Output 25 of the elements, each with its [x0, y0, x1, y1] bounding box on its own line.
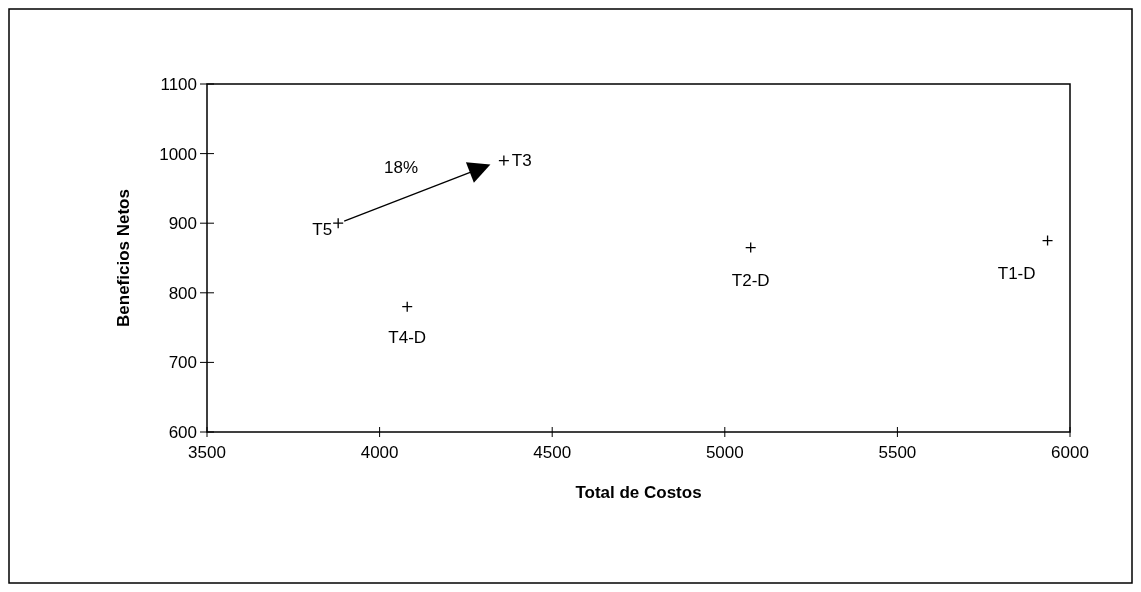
- point: [745, 241, 757, 254]
- x-tick-label: 3500: [188, 443, 226, 462]
- point: [401, 301, 413, 313]
- point: [498, 154, 510, 167]
- x-axis-title: Total de Costos: [575, 483, 702, 502]
- series-label: T2-D: [731, 270, 770, 290]
- x-tick-label: 6000: [1051, 443, 1089, 462]
- x-tick-label: 4500: [533, 443, 572, 462]
- x-tick-label: 4000: [360, 443, 399, 462]
- y-tick-label: 800: [168, 283, 197, 303]
- point: [1041, 234, 1054, 247]
- y-tick-label: 700: [168, 353, 197, 373]
- y-axis-title: Beneficios Netos: [114, 189, 133, 327]
- y-tick-label: 1100: [160, 75, 197, 94]
- series-label: T5: [312, 220, 333, 240]
- point: [332, 217, 344, 229]
- x-tick-label: 5500: [878, 443, 917, 462]
- y-tick-label: 1000: [159, 144, 197, 164]
- y-tick-label: 900: [168, 214, 197, 234]
- series-label: T1-D: [997, 263, 1036, 283]
- y-tick-label: 600: [168, 423, 197, 442]
- x-tick-label: 5000: [705, 443, 744, 462]
- annotation: 18%: [384, 158, 419, 178]
- series-label: T4-D: [388, 327, 427, 347]
- series-label: T3: [511, 150, 532, 170]
